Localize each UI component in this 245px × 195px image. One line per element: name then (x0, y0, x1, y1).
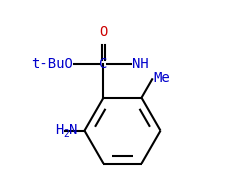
Text: H: H (55, 123, 64, 137)
Text: t-BuO: t-BuO (31, 57, 73, 71)
Text: C: C (99, 57, 108, 71)
Text: O: O (99, 25, 108, 39)
Text: NH: NH (132, 57, 149, 71)
Text: 2: 2 (64, 129, 70, 139)
Text: N: N (70, 123, 78, 137)
Text: Me: Me (154, 71, 171, 85)
